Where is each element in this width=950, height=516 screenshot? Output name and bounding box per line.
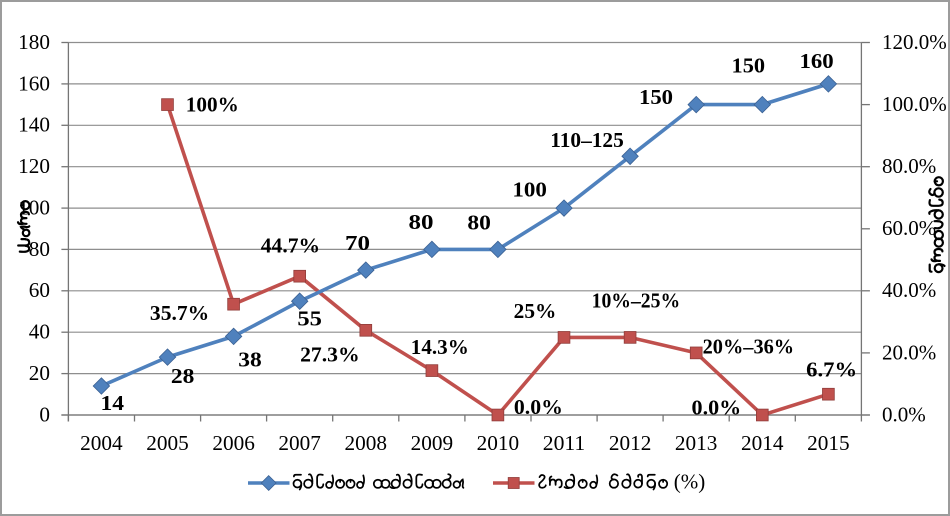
svg-text:2004: 2004 <box>80 431 123 455</box>
svg-text:40.0%: 40.0% <box>882 278 936 302</box>
svg-text:(%): (%) <box>674 469 705 493</box>
svg-text:2009: 2009 <box>411 431 454 455</box>
svg-text:2007: 2007 <box>278 431 321 455</box>
svg-text:10%–25%: 10%–25% <box>592 288 681 312</box>
svg-text:160: 160 <box>18 71 50 95</box>
svg-text:120.0%: 120.0% <box>882 30 947 54</box>
svg-text:80: 80 <box>29 237 50 261</box>
svg-text:14: 14 <box>101 391 125 415</box>
svg-text:40: 40 <box>29 320 50 344</box>
svg-text:6.7%: 6.7% <box>806 358 857 382</box>
svg-text:2015: 2015 <box>807 431 850 455</box>
svg-text:20.0%: 20.0% <box>882 340 936 364</box>
svg-text:55: 55 <box>297 306 322 330</box>
svg-text:60.0%: 60.0% <box>882 216 936 240</box>
svg-text:100: 100 <box>512 178 547 202</box>
svg-text:140: 140 <box>18 113 50 137</box>
svg-text:27.3%: 27.3% <box>300 343 360 367</box>
svg-text:2010: 2010 <box>477 431 520 455</box>
svg-text:60: 60 <box>29 278 50 302</box>
svg-text:180: 180 <box>18 30 50 54</box>
svg-text:150: 150 <box>732 54 766 78</box>
svg-text:2005: 2005 <box>146 431 189 455</box>
svg-text:20: 20 <box>29 361 50 385</box>
svg-text:14.3%: 14.3% <box>411 335 469 359</box>
svg-text:0.0%: 0.0% <box>882 402 926 426</box>
svg-text:2013: 2013 <box>675 431 718 455</box>
svg-text:25%: 25% <box>514 299 557 323</box>
svg-text:110–125: 110–125 <box>550 128 624 152</box>
svg-text:0.0%: 0.0% <box>692 396 742 420</box>
svg-text:80: 80 <box>409 210 434 234</box>
svg-text:38: 38 <box>238 348 262 372</box>
svg-text:0.0%: 0.0% <box>514 395 563 419</box>
svg-text:28: 28 <box>171 364 195 388</box>
svg-text:100: 100 <box>18 196 50 220</box>
svg-text:150: 150 <box>639 85 673 109</box>
svg-text:120: 120 <box>18 154 50 178</box>
svg-text:2014: 2014 <box>741 431 784 455</box>
svg-text:160: 160 <box>800 49 834 73</box>
svg-text:2008: 2008 <box>345 431 388 455</box>
svg-text:70: 70 <box>345 231 370 255</box>
svg-text:2012: 2012 <box>609 431 652 455</box>
svg-text:100.0%: 100.0% <box>882 92 947 116</box>
svg-text:80.0%: 80.0% <box>882 154 936 178</box>
svg-text:44.7%: 44.7% <box>261 233 320 257</box>
svg-text:2011: 2011 <box>543 431 586 455</box>
svg-text:80: 80 <box>467 211 491 235</box>
svg-text:20%–36%: 20%–36% <box>703 334 795 358</box>
svg-text:0: 0 <box>39 402 50 426</box>
svg-text:100%: 100% <box>186 93 239 117</box>
svg-text:35.7%: 35.7% <box>150 301 209 325</box>
svg-text:2006: 2006 <box>212 431 255 455</box>
